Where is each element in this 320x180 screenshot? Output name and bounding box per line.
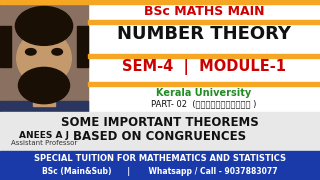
Ellipse shape: [15, 6, 73, 45]
Bar: [33, 91, 54, 106]
Text: NUMBER THEORY: NUMBER THEORY: [117, 25, 291, 43]
Bar: [0, 112, 320, 151]
Text: BSc (Main&Sub)      |       Whatsapp / Call - 9037883077: BSc (Main&Sub) | Whatsapp / Call - 90378…: [42, 167, 278, 176]
Text: SPECIAL TUITION FOR MATHEMATICS AND STATISTICS: SPECIAL TUITION FOR MATHEMATICS AND STAT…: [34, 154, 286, 163]
Ellipse shape: [19, 67, 69, 104]
Bar: [0, 101, 88, 130]
Text: BSc MATHS MAIN: BSc MATHS MAIN: [144, 5, 264, 18]
Bar: [0, 0, 88, 130]
Bar: [0, 151, 320, 180]
Text: BASED ON CONGRUENCES: BASED ON CONGRUENCES: [73, 130, 247, 143]
Text: Kerala University: Kerala University: [156, 88, 252, 98]
Bar: [88, 82, 320, 86]
Bar: [77, 26, 88, 67]
Bar: [0, 26, 11, 67]
Ellipse shape: [17, 31, 71, 86]
Text: ANEES A J: ANEES A J: [19, 131, 69, 140]
Text: SOME IMPORTANT THEOREMS: SOME IMPORTANT THEOREMS: [61, 116, 259, 129]
Text: Assistant Professor: Assistant Professor: [11, 140, 77, 146]
Text: PART- 02  (മലയാളത്തില്‍ ): PART- 02 (മലയാളത്തില്‍ ): [151, 99, 257, 108]
Bar: [88, 54, 320, 58]
Ellipse shape: [52, 49, 62, 55]
Ellipse shape: [26, 49, 36, 55]
Bar: [88, 20, 320, 24]
Bar: [0, 0, 320, 4]
Text: SEM-4  |  MODULE-1: SEM-4 | MODULE-1: [122, 59, 286, 75]
